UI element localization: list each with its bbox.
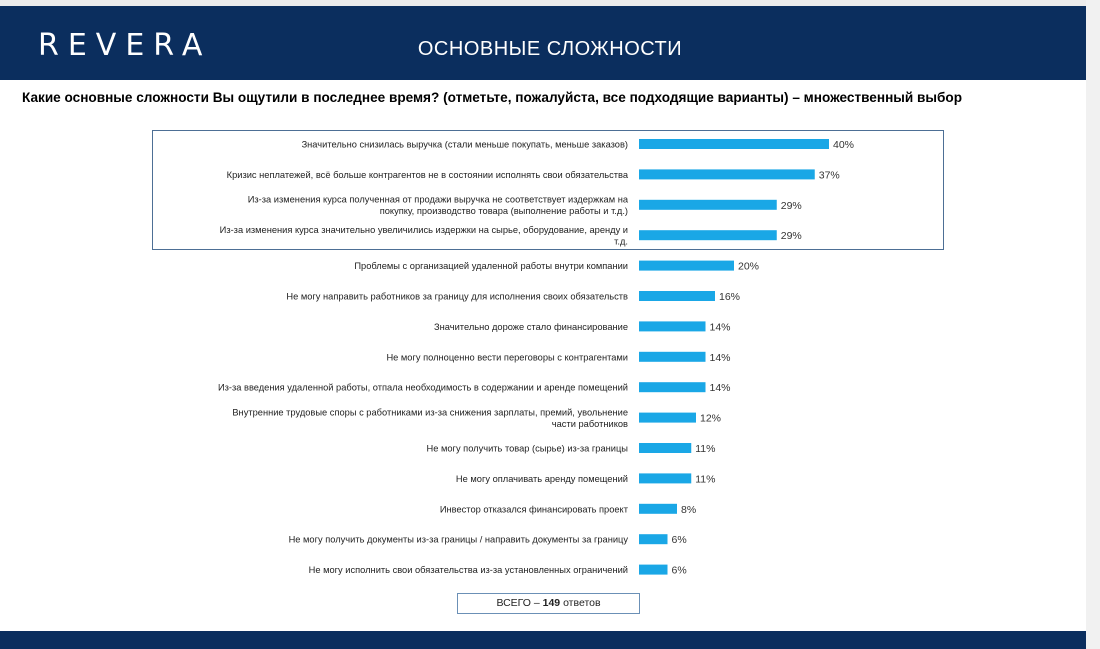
slide-footer bbox=[0, 631, 1086, 649]
bar-10 bbox=[639, 412, 696, 423]
category-label-1: Значительно снизилась выручка (стали мен… bbox=[302, 140, 628, 150]
bar-5 bbox=[639, 260, 734, 271]
value-label-11: 11% bbox=[695, 443, 715, 455]
category-label-7: Значительно дороже стало финансирование bbox=[434, 322, 628, 332]
top-strip bbox=[0, 0, 1100, 6]
bar-8 bbox=[639, 351, 706, 362]
value-label-7: 14% bbox=[710, 321, 731, 333]
value-label-6: 16% bbox=[719, 291, 740, 303]
bar-4 bbox=[639, 230, 777, 241]
bar-11 bbox=[639, 443, 692, 453]
category-label-13: Инвестор отказался финансировать проект bbox=[440, 504, 629, 514]
revera-logo: REVERA bbox=[38, 28, 212, 63]
category-label-3: Из-за изменения курса полученная от прод… bbox=[248, 195, 629, 217]
value-label-8: 14% bbox=[710, 352, 731, 364]
bar-13 bbox=[639, 503, 677, 514]
category-label-2: Кризис неплатежей, всё больше контрагент… bbox=[227, 170, 629, 180]
value-label-2: 37% bbox=[819, 169, 840, 181]
bar-9 bbox=[639, 382, 706, 393]
bar-6 bbox=[639, 291, 715, 301]
category-label-6: Не могу направить работников за границу … bbox=[286, 292, 628, 302]
survey-question: Какие основные сложности Вы ощутили в по… bbox=[22, 90, 962, 105]
category-label-10: Внутренние трудовые споры с работниками … bbox=[232, 407, 628, 429]
category-label-11: Не могу получить товар (сырье) из-за гра… bbox=[427, 444, 629, 454]
top-answers-highlight bbox=[152, 130, 944, 250]
category-label-5: Проблемы с организацией удаленной работы… bbox=[354, 261, 628, 271]
value-label-3: 29% bbox=[781, 200, 802, 212]
category-label-12: Не могу оплачивать аренду помещений bbox=[456, 474, 628, 484]
value-label-14: 6% bbox=[672, 534, 687, 546]
value-label-13: 8% bbox=[681, 504, 696, 516]
category-label-15: Не могу исполнить свои обязательства из-… bbox=[309, 565, 628, 575]
value-label-15: 6% bbox=[672, 565, 687, 577]
total-prefix: ВСЕГО – bbox=[496, 597, 543, 609]
value-label-4: 29% bbox=[781, 230, 802, 242]
bar-7 bbox=[639, 321, 706, 332]
category-label-4: Из-за изменения курса значительно увелич… bbox=[220, 225, 628, 247]
bar-1 bbox=[639, 139, 829, 149]
value-label-9: 14% bbox=[710, 382, 731, 394]
value-label-12: 11% bbox=[695, 473, 715, 485]
value-label-5: 20% bbox=[738, 261, 759, 273]
bar-14 bbox=[639, 534, 668, 545]
total-suffix: ответов bbox=[560, 597, 601, 609]
category-label-14: Не могу получить документы из-за границы… bbox=[289, 535, 629, 545]
value-label-10: 12% bbox=[700, 413, 721, 425]
category-label-8: Не могу полноценно вести переговоры с ко… bbox=[386, 352, 628, 362]
category-label-9: Из-за введения удаленной работы, отпала … bbox=[218, 383, 628, 393]
total-count: 149 bbox=[542, 597, 561, 609]
total-responses-box: ВСЕГО – 149 ответов bbox=[457, 593, 640, 614]
bar-3 bbox=[639, 199, 777, 210]
bar-15 bbox=[639, 564, 668, 575]
bar-2 bbox=[639, 169, 815, 180]
slide-title: ОСНОВНЫЕ СЛОЖНОСТИ bbox=[417, 38, 683, 60]
slide-header: REVERA ОСНОВНЫЕ СЛОЖНОСТИ bbox=[0, 6, 1086, 80]
bar-12 bbox=[639, 473, 692, 484]
right-edge bbox=[1086, 0, 1100, 649]
value-label-1: 40% bbox=[833, 139, 854, 151]
